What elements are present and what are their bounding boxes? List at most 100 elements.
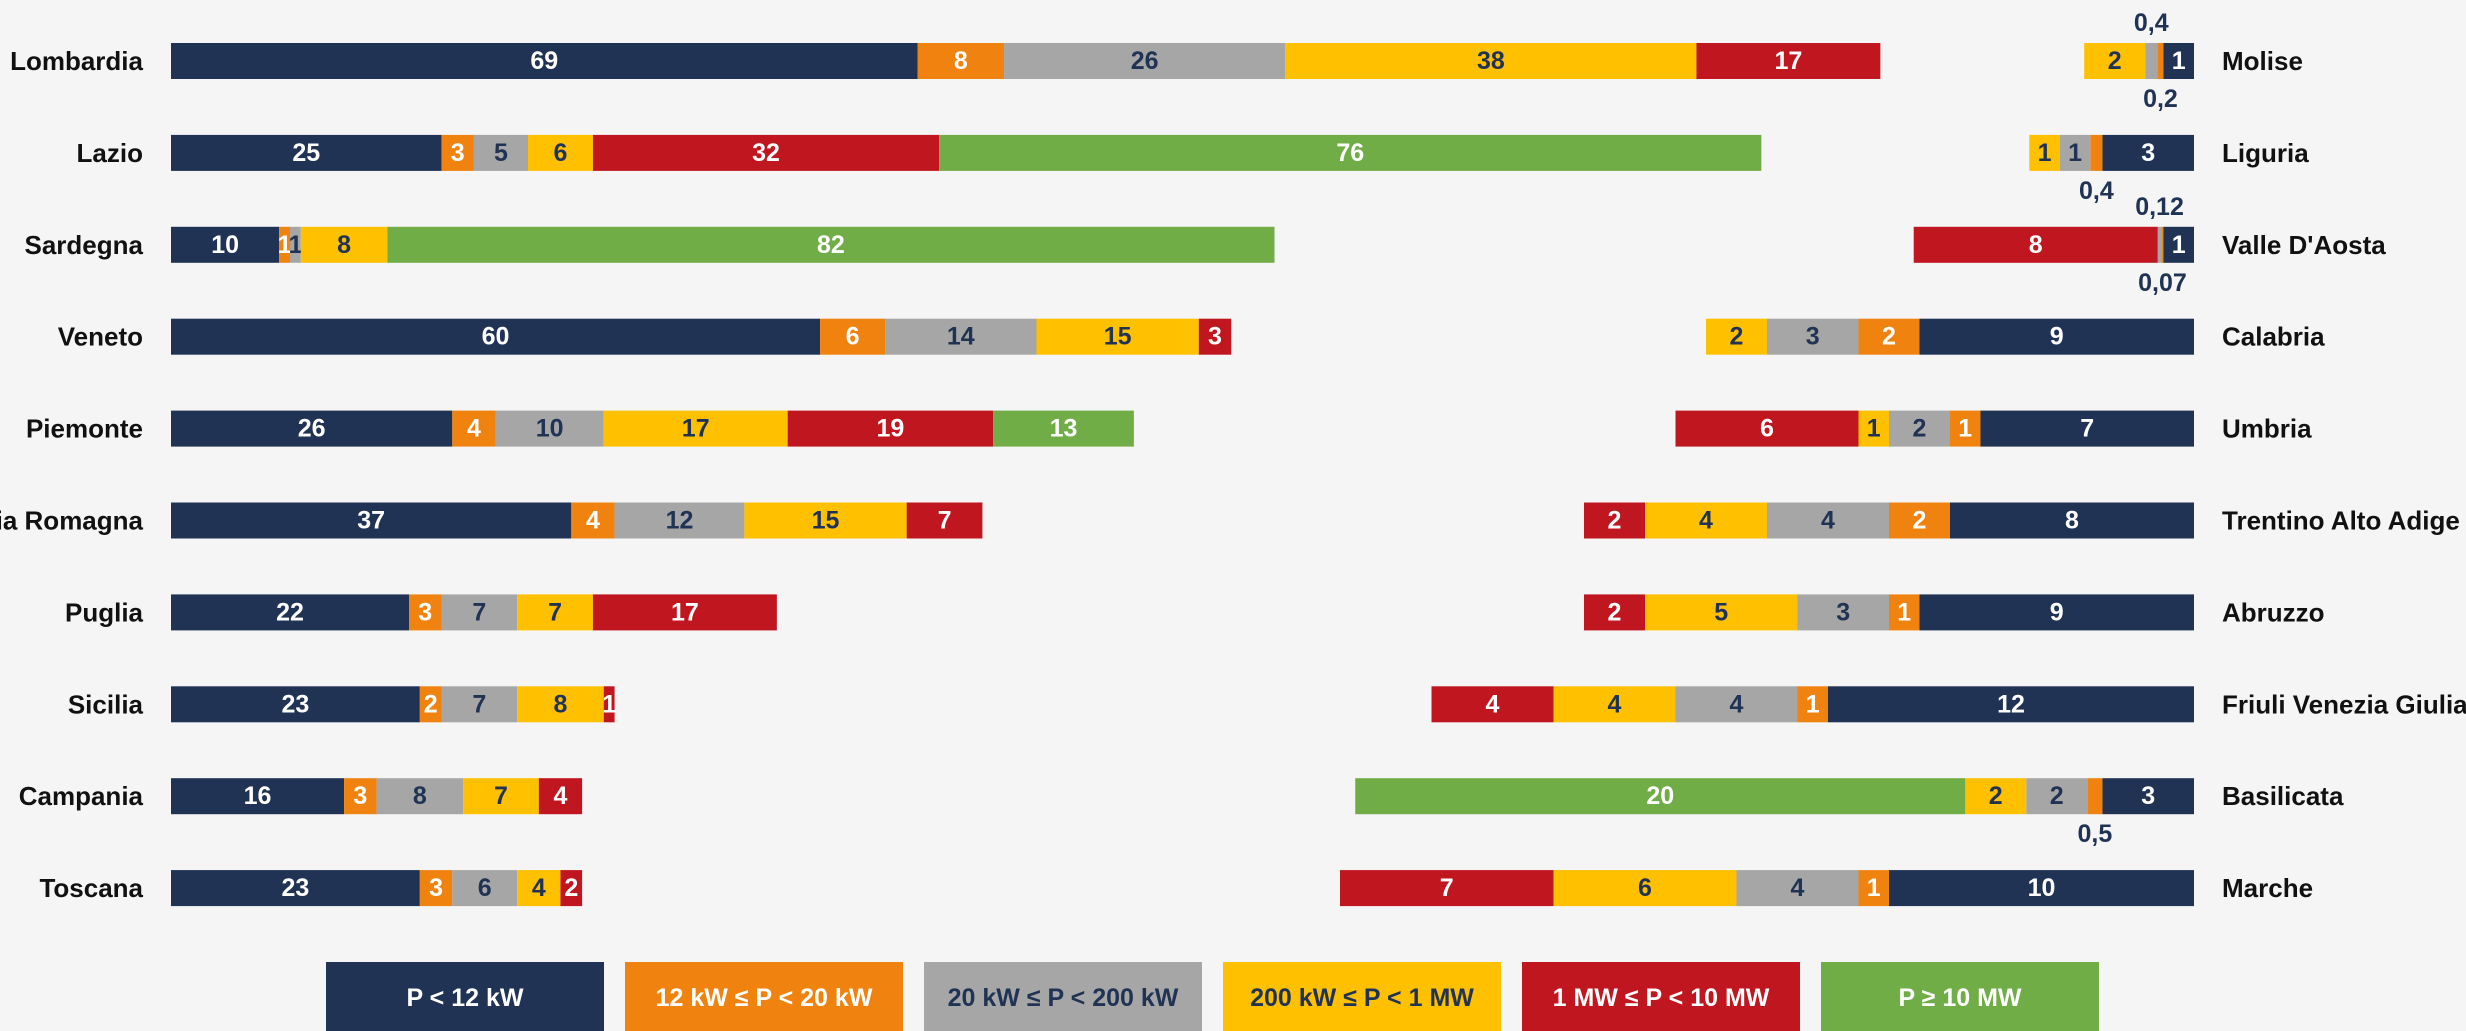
data-label: 6 <box>1638 874 1652 902</box>
bar-segment <box>1553 686 1676 723</box>
bar-segment <box>1919 594 2194 631</box>
bar-segment <box>1889 870 2194 907</box>
bar-segment <box>419 686 442 723</box>
data-label: 1 <box>2172 47 2186 75</box>
bar-segment <box>1767 318 1859 355</box>
bar-segment <box>171 594 410 631</box>
legend-swatch <box>924 962 1202 1031</box>
bar-segment <box>2102 134 2194 171</box>
legend-swatch <box>1522 962 1800 1031</box>
bar-segment <box>1198 318 1232 355</box>
bar-segment <box>2090 134 2103 171</box>
legend-label: 200 kW ≤ P < 1 MW <box>1250 984 1474 1012</box>
data-label: 0,07 <box>2138 269 2187 297</box>
bar-segment <box>2157 226 2162 263</box>
category-label: Lazio <box>77 138 143 168</box>
bar-segment <box>2163 43 2194 79</box>
data-label: 3 <box>429 874 443 902</box>
bar-segment <box>1919 318 2194 355</box>
category-label: Abruzzo <box>2222 597 2325 627</box>
legend-label: 12 kW ≤ P < 20 kW <box>656 984 873 1012</box>
data-label: 1 <box>2038 139 2052 167</box>
bar-segment <box>2161 226 2164 263</box>
bar-segment <box>1004 43 1286 79</box>
data-label: 9 <box>2050 598 2064 626</box>
bar-segment <box>387 226 1275 263</box>
bar-segment <box>452 410 496 447</box>
bar-segment <box>1340 870 1554 907</box>
bar-segment <box>528 134 593 171</box>
bar-segment <box>1706 318 1767 355</box>
category-label: Basilicata <box>2222 781 2344 811</box>
data-label: 3 <box>418 598 432 626</box>
data-label: 3 <box>2141 782 2155 810</box>
bar-segment <box>560 870 583 907</box>
data-label: 6 <box>554 139 568 167</box>
data-label: 20 <box>1646 782 1674 810</box>
data-label: 22 <box>276 598 304 626</box>
bar-segment <box>409 594 442 631</box>
legend-swatch <box>326 962 604 1031</box>
data-label: 2 <box>1608 598 1622 626</box>
category-label: Trentino Alto Adige <box>2222 506 2460 536</box>
bar-segment <box>171 870 420 907</box>
bar-segment <box>441 134 474 171</box>
bar-segment <box>171 226 280 263</box>
bar-segment <box>1858 870 1889 907</box>
category-label: Piemonte <box>26 414 143 444</box>
bar-segment <box>2157 43 2164 79</box>
bar-segment <box>1675 686 1798 723</box>
data-label: 6 <box>846 323 860 351</box>
data-label: 17 <box>671 598 699 626</box>
data-label: 7 <box>1440 874 1454 902</box>
bar-segment <box>993 410 1134 447</box>
bar-segment <box>171 686 420 723</box>
data-label: 2 <box>1882 323 1896 351</box>
data-label: 1 <box>2172 231 2186 259</box>
data-label: 4 <box>1730 690 1744 718</box>
data-label: 3 <box>1836 598 1850 626</box>
bar-segment <box>885 318 1037 355</box>
data-label: 10 <box>2028 874 2056 902</box>
data-label: 17 <box>682 415 710 443</box>
category-label: Lombardia <box>10 46 143 76</box>
bar-segment <box>906 502 983 539</box>
data-label: 4 <box>1486 690 1500 718</box>
category-label: Valle D'Aosta <box>2222 230 2386 260</box>
bar-segment <box>1431 686 1554 723</box>
bar-segment <box>2163 226 2194 263</box>
bar-segment <box>1858 410 1889 447</box>
data-label: 7 <box>472 690 486 718</box>
bar-segment <box>744 502 907 539</box>
category-label: Umbria <box>2222 414 2312 444</box>
bar-segment <box>1889 594 1920 631</box>
bar-segment <box>1675 410 1859 447</box>
data-label: 0,4 <box>2134 9 2169 37</box>
data-label: 3 <box>2141 139 2155 167</box>
data-label: 1 <box>602 690 616 718</box>
data-label: 12 <box>666 507 694 535</box>
bar-segment <box>1584 502 1645 539</box>
data-label: 6 <box>478 874 492 902</box>
data-label: 4 <box>1608 690 1622 718</box>
bar-segment <box>603 410 788 447</box>
data-label: 8 <box>2029 231 2043 259</box>
category-label: Friuli Venezia Giulia <box>2222 689 2466 719</box>
bar-segment <box>517 594 593 631</box>
data-label: 4 <box>1699 507 1713 535</box>
bar-segment <box>517 870 561 907</box>
data-label: 2 <box>2108 47 2122 75</box>
bar-segment <box>441 686 518 723</box>
data-label: 4 <box>467 415 481 443</box>
data-label: 4 <box>1821 507 1835 535</box>
data-label: 1 <box>278 231 292 259</box>
data-label: 2 <box>1989 782 2003 810</box>
bar-segment <box>1950 410 1981 447</box>
bar-segment <box>171 318 821 355</box>
bar-segment <box>2145 43 2158 79</box>
data-label: 7 <box>472 598 486 626</box>
bar-segment <box>1913 226 2158 263</box>
data-label: 14 <box>947 323 975 351</box>
bar-segment <box>473 134 529 171</box>
data-label: 13 <box>1050 415 1078 443</box>
